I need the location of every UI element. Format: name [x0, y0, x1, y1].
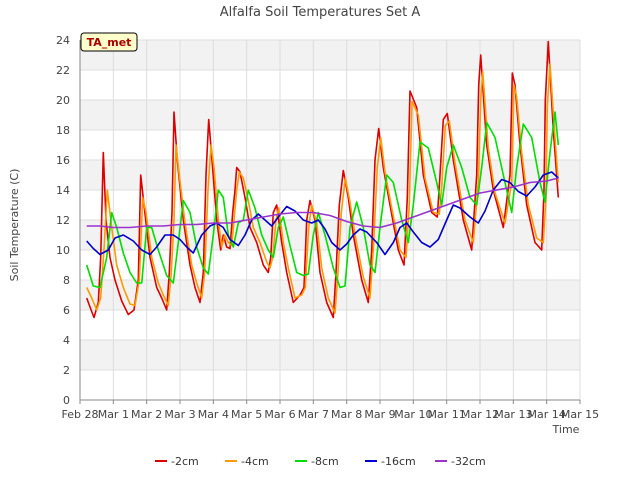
station-label: TA_met: [87, 36, 132, 49]
legend-label: -4cm: [241, 455, 269, 468]
series-line-neg16cm: [86, 171, 559, 256]
y-tick-label: 20: [56, 94, 70, 107]
x-tick-label: Mar 10: [394, 408, 432, 421]
grid-band: [80, 40, 580, 70]
chart-title: Alfalfa Soil Temperatures Set A: [220, 5, 421, 20]
x-tick-label: Mar 4: [198, 408, 229, 421]
x-tick-label: Mar 9: [364, 408, 395, 421]
grid-band: [80, 100, 580, 130]
series-line-neg8cm: [85, 111, 560, 289]
x-tick-label: Mar 6: [264, 408, 295, 421]
y-tick-label: 16: [56, 154, 70, 167]
legend-label: -2cm: [171, 455, 199, 468]
series-line-neg4cm: [85, 63, 560, 314]
grid-band: [80, 280, 580, 310]
y-tick-label: 4: [63, 334, 70, 347]
x-tick-label: Mar 14: [528, 408, 566, 421]
x-tick-label: Mar 13: [494, 408, 532, 421]
y-tick-label: 10: [56, 244, 70, 257]
series-line-neg32cm: [86, 177, 559, 229]
y-tick-label: 22: [56, 64, 70, 77]
legend-label: -32cm: [451, 455, 486, 468]
y-tick-label: 24: [56, 34, 70, 47]
x-tick-label: Mar 2: [131, 408, 162, 421]
station-label-box: TA_met: [80, 32, 138, 52]
x-tick-label: Mar 7: [298, 408, 329, 421]
x-tick-label: Mar 15: [561, 408, 599, 421]
x-tick-label: Mar 5: [231, 408, 262, 421]
grid-band: [80, 340, 580, 370]
legend-label: -16cm: [381, 455, 416, 468]
x-tick-label: Feb 28: [62, 408, 99, 421]
axes: [79, 40, 581, 404]
y-tick-label: 0: [63, 394, 70, 407]
x-tick-label: Mar 11: [428, 408, 466, 421]
y-tick-label: 18: [56, 124, 70, 137]
series-lines: [85, 40, 560, 319]
x-tick-label: Mar 12: [461, 408, 499, 421]
y-tick-label: 14: [56, 184, 70, 197]
y-tick-label: 2: [63, 364, 70, 377]
x-axis-label: Time: [552, 423, 580, 436]
legend: -2cm -4cm -8cm -16cm -32cm: [155, 455, 486, 468]
x-tick-label: Mar 1: [98, 408, 129, 421]
y-tick-label: 12: [56, 214, 70, 227]
y-tick-label: 6: [63, 304, 70, 317]
x-tick-label: Mar 3: [164, 408, 195, 421]
x-tick-label: Mar 8: [331, 408, 362, 421]
grid-band: [80, 220, 580, 250]
y-tick-label: 8: [63, 274, 70, 287]
legend-label: -8cm: [311, 455, 339, 468]
y-axis-label: Soil Temperature (C): [8, 169, 21, 282]
